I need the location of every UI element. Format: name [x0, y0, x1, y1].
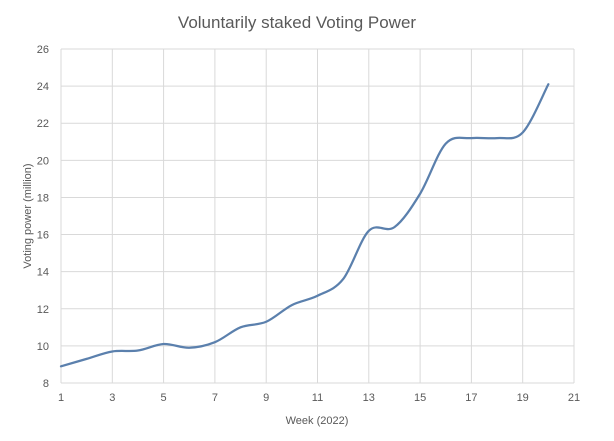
gridlines	[60, 48, 575, 384]
x-tick-label: 7	[212, 392, 218, 404]
x-tick-label: 15	[414, 392, 426, 404]
x-tick-label: 9	[263, 392, 269, 404]
x-tick-label: 13	[363, 392, 375, 404]
y-tick-label: 16	[37, 230, 49, 242]
x-tick-label: 19	[517, 392, 529, 404]
y-tick-label: 18	[37, 192, 49, 204]
y-tick-label: 20	[37, 155, 49, 167]
y-tick-label: 10	[37, 341, 49, 353]
chart-title: Voluntarily staked Voting Power	[178, 13, 416, 32]
x-tick-label: 21	[568, 392, 580, 404]
y-axis-title: Voting power (million)	[22, 163, 34, 268]
y-tick-label: 26	[37, 44, 49, 56]
y-tick-label: 12	[37, 304, 49, 316]
y-tick-label: 22	[37, 118, 49, 130]
x-tick-label: 3	[109, 392, 115, 404]
x-tick-label: 11	[312, 392, 323, 404]
y-tick-label: 8	[43, 378, 49, 390]
y-tick-label: 24	[37, 81, 49, 93]
series-line-voting-power	[59, 83, 550, 368]
y-tick-label: 14	[37, 267, 49, 279]
series-lines	[59, 83, 550, 368]
x-tick-label: 1	[58, 392, 64, 404]
x-tick-label: 5	[161, 392, 167, 404]
x-axis-title: Week (2022)	[286, 415, 349, 427]
x-tick-label: 17	[465, 392, 477, 404]
